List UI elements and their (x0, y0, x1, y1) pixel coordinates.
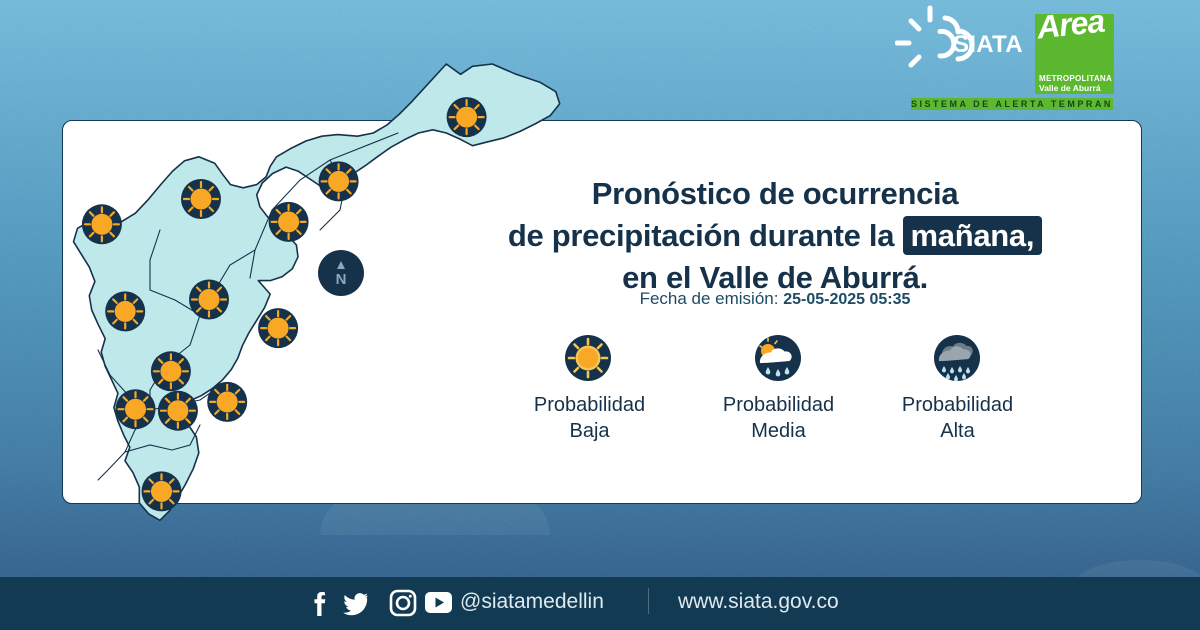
svg-text:SIATA: SIATA (953, 31, 1023, 58)
